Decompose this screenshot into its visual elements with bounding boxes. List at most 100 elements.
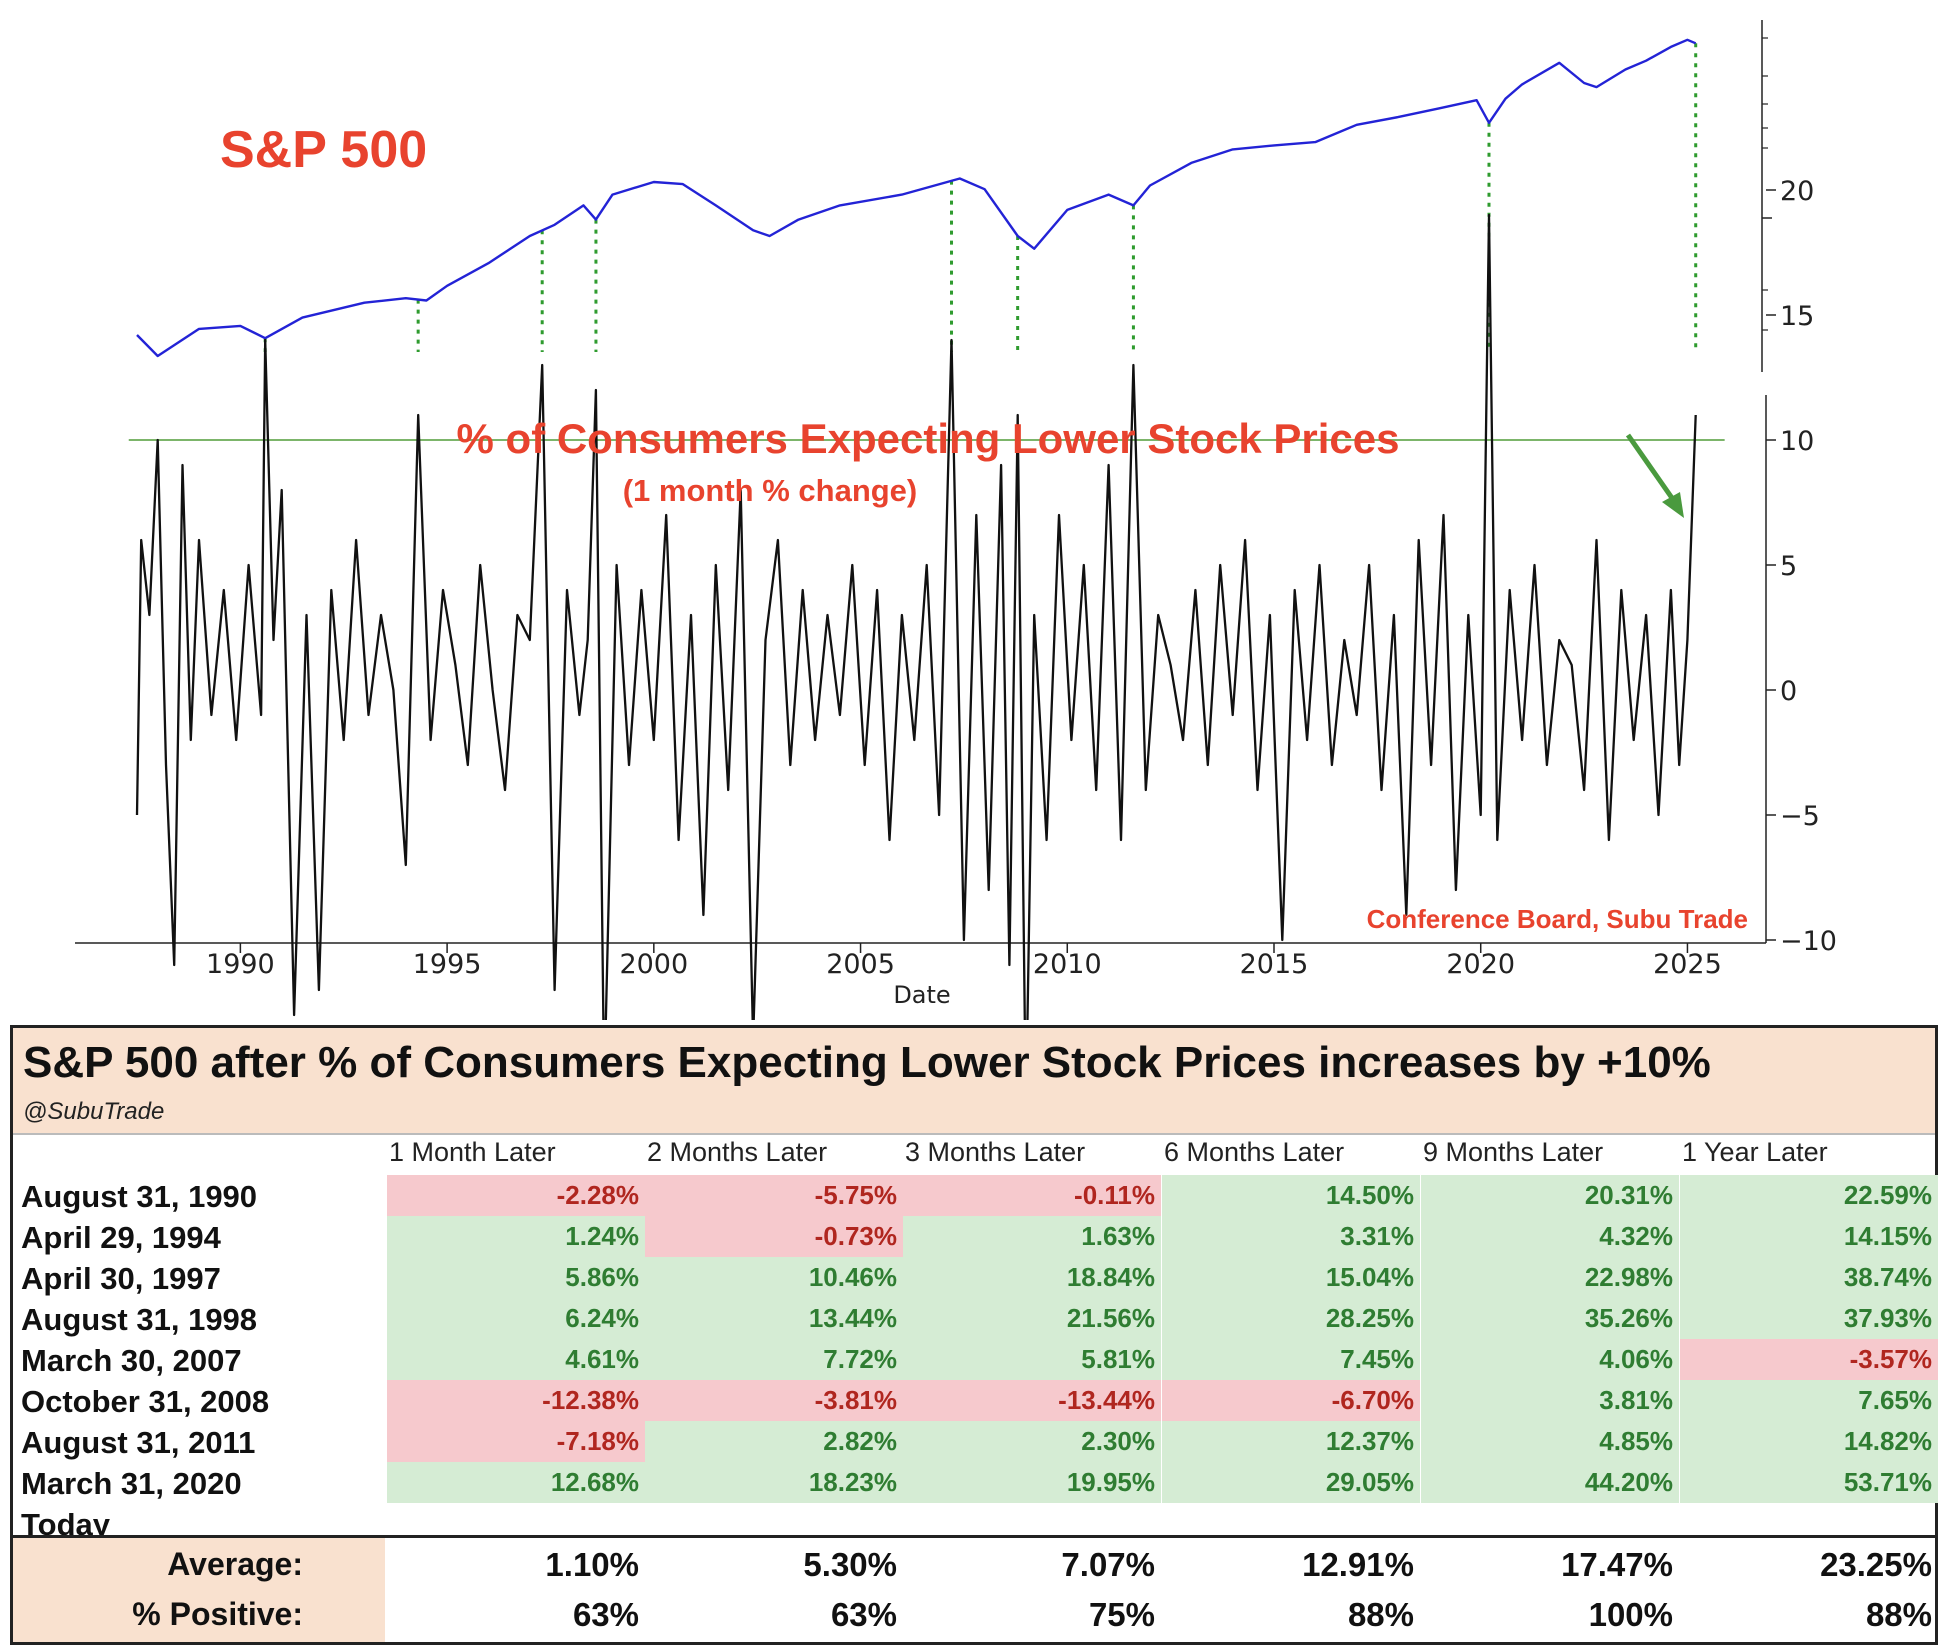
table-cell: 3.81% xyxy=(1421,1380,1679,1421)
table-cell: 5.86% xyxy=(387,1257,645,1298)
table-cell: -12.38% xyxy=(387,1380,645,1421)
results-table: S&P 500 after % of Consumers Expecting L… xyxy=(10,1025,1938,1645)
summary-value: 12.91% xyxy=(1302,1546,1414,1583)
summary-section: Average: 1.10% 5.30% 7.07% 12.91% 17.47% 23.25… xyxy=(13,1535,1935,1642)
summary-value: 63% xyxy=(572,1596,639,1633)
x-axis-title: Date xyxy=(893,981,950,1009)
table-cell: 19.95% xyxy=(903,1462,1161,1503)
table-cell: -6.70% xyxy=(1162,1380,1420,1421)
y-tick-label: 15 xyxy=(1780,301,1814,332)
summary-value: 75% xyxy=(1088,1596,1155,1633)
summary-value: 88% xyxy=(1347,1596,1414,1633)
table-row: April 30, 1997 5.86% 10.46% 18.84% 15.04% 22.… xyxy=(13,1257,1938,1298)
table-handle: @SubuTrade xyxy=(23,1098,165,1125)
row-date-label: August 31, 2011 xyxy=(21,1425,256,1460)
table-cell: 12.37% xyxy=(1162,1421,1420,1462)
table-cell: -3.57% xyxy=(1680,1339,1938,1380)
summary-value: 5.30% xyxy=(803,1546,897,1583)
table-cell: 14.82% xyxy=(1680,1421,1938,1462)
x-tick-label: 2015 xyxy=(1240,949,1309,980)
y-tick-label: 10 xyxy=(1780,426,1814,457)
table-cell: 18.23% xyxy=(645,1462,903,1503)
table-cell: 6.24% xyxy=(387,1298,645,1339)
arrow-icon xyxy=(1625,433,1684,518)
table-cell: 2.82% xyxy=(645,1421,903,1462)
sp500-chart: S&P 500 xyxy=(136,20,1772,372)
consumer-chart-subtitle: (1 month % change) xyxy=(623,473,918,508)
row-date-label: October 31, 2008 xyxy=(21,1384,270,1419)
sp500-title: S&P 500 xyxy=(220,121,427,179)
table-cell: 3.31% xyxy=(1162,1216,1420,1257)
table-cell: 7.72% xyxy=(645,1339,903,1380)
column-headers: 1 Month Later 2 Months Later 3 Months Late… xyxy=(13,1133,1935,1173)
table-cell: -5.75% xyxy=(645,1175,903,1216)
table-row: August 31, 1990 -2.28% -5.75% -0.11% 14.50% 2… xyxy=(13,1175,1938,1216)
table-cell: 38.74% xyxy=(1680,1257,1938,1298)
table-cell: 15.04% xyxy=(1162,1257,1420,1298)
x-tick-label: 2020 xyxy=(1446,949,1515,980)
row-date-label: August 31, 1998 xyxy=(21,1302,258,1337)
table-row: March 31, 2020 12.68% 18.23% 19.95% 29.05% 44… xyxy=(13,1462,1938,1503)
table-cell: 18.84% xyxy=(903,1257,1161,1298)
y-tick-label: 5 xyxy=(1780,551,1797,582)
table-cell: 4.85% xyxy=(1421,1421,1679,1462)
summary-value: 1.10% xyxy=(545,1546,639,1583)
table-cell: 28.25% xyxy=(1162,1298,1420,1339)
table-cell: 4.32% xyxy=(1421,1216,1679,1257)
table-cell: -3.81% xyxy=(645,1380,903,1421)
table-cell: 53.71% xyxy=(1680,1462,1938,1503)
table-cell: -7.18% xyxy=(387,1421,645,1462)
sp500-series-line xyxy=(136,38,1697,358)
table-row: March 30, 2007 4.61% 7.72% 5.81% 7.45% 4.06% -… xyxy=(13,1339,1938,1380)
table-cell: 5.81% xyxy=(903,1339,1161,1380)
x-tick-label: 2005 xyxy=(826,949,895,980)
x-tick-label: 2000 xyxy=(619,949,688,980)
consumer-series-line xyxy=(135,213,1697,1020)
summary-row: Average: 1.10% 5.30% 7.07% 12.91% 17.47% 23.25… xyxy=(13,1540,1935,1588)
summary-label: % Positive: xyxy=(132,1596,303,1632)
table-row: August 31, 2011 -7.18% 2.82% 2.30% 12.37% 4.8… xyxy=(13,1421,1938,1462)
column-header: 3 Months Later xyxy=(905,1137,1086,1167)
table-cell: 14.15% xyxy=(1680,1216,1938,1257)
table-cell: 7.45% xyxy=(1162,1339,1420,1380)
table-cell: 2.30% xyxy=(903,1421,1161,1462)
y-tick-label: −10 xyxy=(1780,926,1837,957)
column-header: 2 Months Later xyxy=(647,1137,828,1167)
y-tick-label: 20 xyxy=(1780,176,1814,207)
row-date-label: April 29, 1994 xyxy=(21,1220,221,1255)
column-header: 9 Months Later xyxy=(1423,1137,1604,1167)
table-row: August 31, 1998 6.24% 13.44% 21.56% 28.25% 35… xyxy=(13,1298,1938,1339)
summary-value: 63% xyxy=(830,1596,897,1633)
table-cell: 12.68% xyxy=(387,1462,645,1503)
column-header: 1 Year Later xyxy=(1682,1137,1828,1167)
summary-value: 7.07% xyxy=(1061,1546,1155,1583)
table-cell: 1.24% xyxy=(387,1216,645,1257)
summary-value: 88% xyxy=(1865,1596,1932,1633)
x-tick-label: 2010 xyxy=(1033,949,1102,980)
table-cell: -2.28% xyxy=(387,1175,645,1216)
table-title: S&P 500 after % of Consumers Expecting L… xyxy=(23,1038,1711,1087)
x-tick-label: 2025 xyxy=(1653,949,1722,980)
row-date-label: August 31, 1990 xyxy=(21,1179,258,1214)
column-header: 6 Months Later xyxy=(1164,1137,1345,1167)
column-header: 1 Month Later xyxy=(389,1137,556,1167)
table-cell: 14.50% xyxy=(1162,1175,1420,1216)
table-cell: 29.05% xyxy=(1162,1462,1420,1503)
y-tick-label: 0 xyxy=(1780,676,1797,707)
table-cell: 7.65% xyxy=(1680,1380,1938,1421)
table-row: October 31, 2008 -12.38% -3.81% -13.44% -6.7… xyxy=(13,1380,1938,1421)
table-cell: 22.98% xyxy=(1421,1257,1679,1298)
table-cell: 44.20% xyxy=(1421,1462,1679,1503)
summary-row: % Positive: 63% 63% 75% 88% 100% 88% xyxy=(13,1590,1935,1638)
table-cell: 1.63% xyxy=(903,1216,1161,1257)
table-cell: 20.31% xyxy=(1421,1175,1679,1216)
chart-source: Conference Board, Subu Trade xyxy=(1367,904,1748,934)
table-cell: 13.44% xyxy=(645,1298,903,1339)
summary-value: 100% xyxy=(1588,1596,1673,1633)
sp500-event-markers xyxy=(263,43,1698,352)
table-cell: -13.44% xyxy=(903,1380,1161,1421)
summary-value: 23.25% xyxy=(1820,1546,1932,1583)
